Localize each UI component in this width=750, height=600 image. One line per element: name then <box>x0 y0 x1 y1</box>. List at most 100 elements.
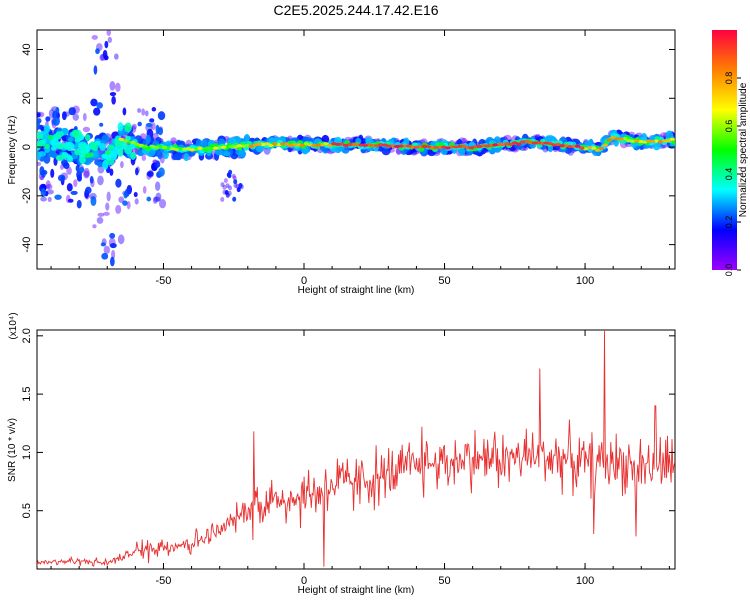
spectrogram-cell <box>657 140 664 144</box>
spectrogram-cell <box>55 131 65 138</box>
spectrogram-cell <box>271 142 278 146</box>
spectrogram-cell <box>109 242 117 249</box>
spectrogram-cell <box>83 170 90 179</box>
spectrogram-cell <box>43 124 51 133</box>
spectrogram-cell <box>146 196 152 202</box>
spectrogram-cell <box>362 143 369 148</box>
spectrogram-cell <box>74 149 81 156</box>
spectrogram-cell <box>63 142 72 150</box>
colorbar-tick-label: 0.8 <box>724 72 734 85</box>
top-y-axis-ticks: -40 -20 0 20 40 <box>21 43 675 253</box>
spectrogram-cell <box>71 129 79 137</box>
spectrogram-cell <box>57 174 66 182</box>
spectrogram-cell <box>264 142 270 146</box>
top-y-axis-label: Frequency (Hz) <box>7 116 18 185</box>
spectrogram-cell <box>107 36 113 44</box>
spectrogram-cell <box>66 183 73 192</box>
top-y-tick-label: 20 <box>21 92 33 104</box>
spectrogram-cell <box>231 173 236 179</box>
spectrogram-cell <box>120 161 124 169</box>
spectrogram-cell <box>117 122 124 132</box>
spectrogram-cell <box>545 135 551 143</box>
spectrogram-cell <box>123 191 128 199</box>
spectrogram-cell <box>106 191 111 202</box>
spectrogram-cell <box>37 112 41 118</box>
spectrogram-cell <box>227 190 232 196</box>
colorbar-tick-label: 0.0 <box>724 264 734 277</box>
spectrogram-cell <box>122 200 128 206</box>
spectrogram-cell <box>115 178 122 188</box>
spectrogram-cell <box>40 187 46 198</box>
spectrogram-cell <box>401 144 408 148</box>
spectrogram-cell <box>83 167 90 178</box>
spectrogram-cell <box>67 198 74 203</box>
spectrogram-cell <box>574 144 581 148</box>
spectrogram-cell <box>224 189 229 195</box>
spectrogram-cell <box>47 196 52 203</box>
spectrogram-cell <box>122 107 127 116</box>
spectrogram-cell <box>95 48 100 55</box>
colorbar-tick-label: 0.6 <box>724 120 734 133</box>
spectrogram-cell <box>158 167 165 177</box>
spectrogram-cell <box>228 169 233 175</box>
spectrogram-cell <box>92 144 99 152</box>
spectrogram-cell <box>70 190 78 195</box>
spectrogram-cell <box>92 224 97 229</box>
spectrogram-cell <box>137 121 142 127</box>
spectrogram-cell <box>195 139 202 147</box>
spectrogram-cell <box>137 108 142 113</box>
spectrogram-cell <box>115 82 121 92</box>
spectrogram-cell <box>175 151 183 161</box>
spectrogram-cell <box>93 65 98 75</box>
spectrogram-cell <box>40 196 47 202</box>
spectrogram-cell <box>105 202 110 211</box>
spectrogram-cell <box>145 134 151 144</box>
spectrogram-cell <box>151 107 157 112</box>
spectrogram-cell <box>212 146 219 150</box>
spectrogram-cell <box>104 40 109 49</box>
spectrogram-cell <box>79 166 85 173</box>
spectrogram-cell <box>464 146 471 150</box>
spectrogram-cell <box>665 139 672 143</box>
spectrogram-cell <box>649 139 656 144</box>
spectrogram-cell <box>315 143 321 147</box>
spectrogram-cell <box>283 142 290 146</box>
spectrogram-cell <box>614 137 620 141</box>
spectrogram-cell <box>84 153 91 159</box>
spectrogram-cell <box>50 145 57 151</box>
spectrogram-cell <box>73 126 78 131</box>
spectrogram-cell <box>50 168 55 178</box>
spectrogram-cell <box>97 212 105 217</box>
spectrogram-cell <box>606 138 613 142</box>
spectrogram-cell <box>146 170 154 177</box>
spectrogram-cell <box>350 142 357 147</box>
colorbar-ticks: 0.0 0.2 0.4 0.6 0.8 <box>724 72 741 277</box>
spectrogram-cell <box>515 142 522 146</box>
spectrogram-cell <box>220 196 225 202</box>
spectrogram-cell <box>189 148 195 152</box>
spectrogram-cell <box>90 98 98 107</box>
bottom-x-axis-label: Height of straight line (km) <box>298 585 415 596</box>
top-y-tick-label: 40 <box>21 43 33 55</box>
top-x-axis-label: Height of straight line (km) <box>298 285 415 296</box>
spectrogram-cell <box>456 144 463 149</box>
spectrogram-cell <box>154 161 161 168</box>
bottom-x-tick-label: 0 <box>301 575 307 587</box>
spectrogram-cell <box>492 143 498 147</box>
spectrogram-cell <box>37 142 43 149</box>
spectrogram-cell <box>233 183 238 189</box>
spectrogram-cell <box>155 192 162 202</box>
spectrogram-cell <box>169 147 176 151</box>
spectrogram-cell <box>130 140 136 144</box>
spectrogram-cell <box>79 154 86 164</box>
spectrogram-cell <box>117 234 125 245</box>
spectrogram-cell <box>161 145 168 150</box>
spectrogram-cell <box>37 151 47 157</box>
spectrogram-cell <box>287 143 294 148</box>
spectrogram-cell <box>233 179 238 185</box>
spectrogram-cell <box>365 136 372 145</box>
spectrogram-cell <box>222 184 227 190</box>
spectrogram-cell <box>57 144 64 150</box>
spectrogram-cell <box>279 142 286 146</box>
spectrogram-cell <box>109 92 117 97</box>
